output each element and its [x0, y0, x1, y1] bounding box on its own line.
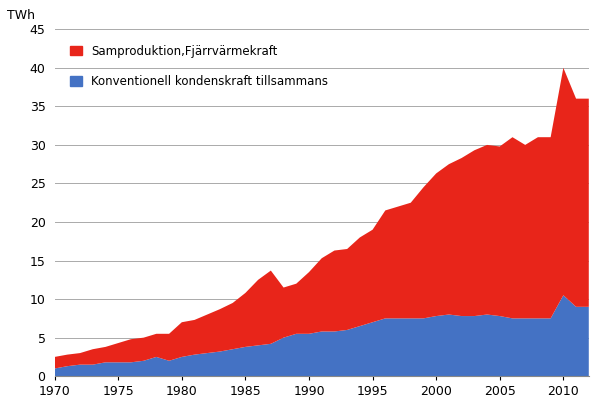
Legend: Samproduktion,Fjärrvärmekraft, Konventionell kondenskraft tillsammans: Samproduktion,Fjärrvärmekraft, Konventio… — [61, 35, 337, 98]
Text: TWh: TWh — [7, 9, 35, 22]
